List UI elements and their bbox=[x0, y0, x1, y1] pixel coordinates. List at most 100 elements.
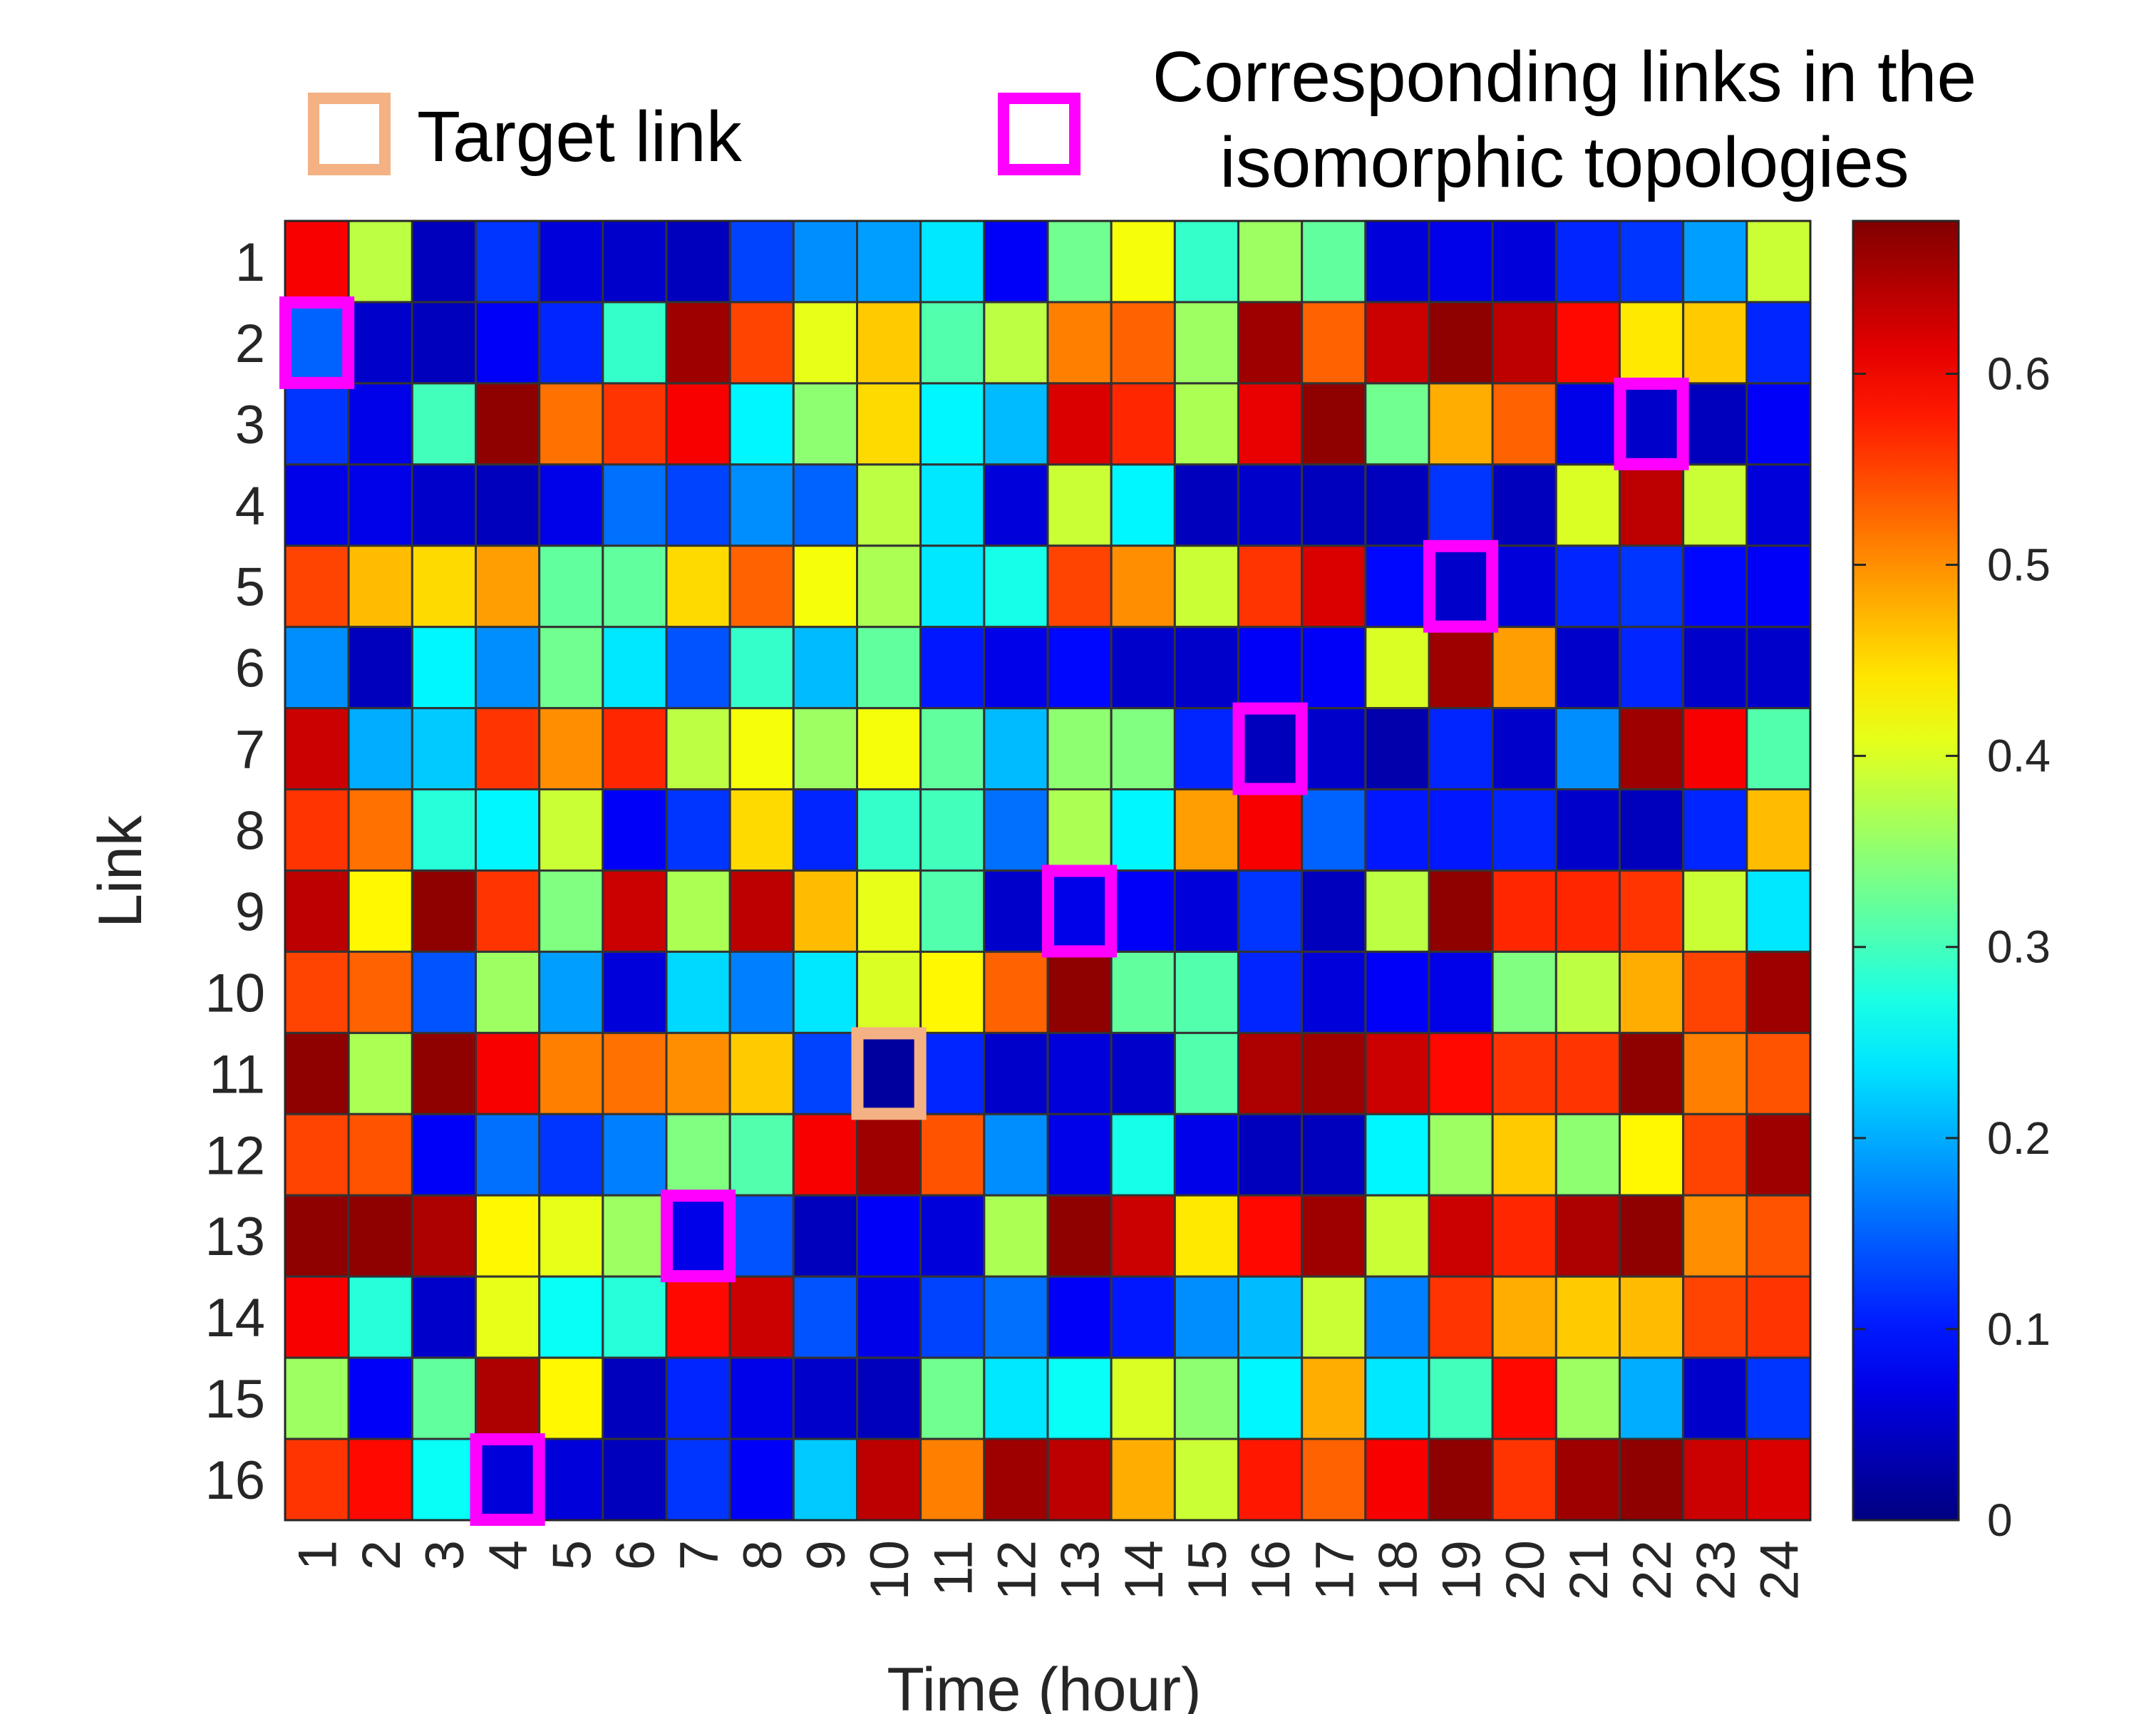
heatmap-cell bbox=[728, 544, 795, 629]
y-tick-label: 5 bbox=[235, 557, 265, 618]
heatmap-cell bbox=[1491, 1437, 1557, 1522]
x-tick-label: 16 bbox=[1241, 1540, 1301, 1601]
heatmap-cell bbox=[1173, 626, 1239, 710]
heatmap-cell bbox=[1110, 463, 1176, 547]
heatmap-cell bbox=[1554, 1031, 1621, 1115]
heatmap-cell bbox=[665, 788, 731, 872]
heatmap-cell bbox=[1491, 544, 1557, 629]
heatmap-cell bbox=[1682, 301, 1748, 385]
heatmap-cell bbox=[1682, 869, 1748, 953]
heatmap-cell bbox=[1110, 301, 1176, 385]
heatmap-cell bbox=[792, 707, 858, 791]
heatmap-cell bbox=[1301, 869, 1367, 953]
heatmap-cell bbox=[1110, 544, 1176, 629]
heatmap-cell bbox=[1554, 1194, 1621, 1278]
heatmap-cell bbox=[538, 463, 604, 547]
heatmap-cell bbox=[1554, 626, 1621, 710]
heatmap-cell bbox=[1745, 1275, 1812, 1359]
heatmap-cell bbox=[856, 869, 922, 953]
heatmap-cell bbox=[602, 1031, 668, 1115]
heatmap-cell bbox=[411, 869, 478, 953]
heatmap-cell bbox=[1364, 626, 1430, 710]
heatmap-cell bbox=[919, 1275, 986, 1359]
heatmap-cell bbox=[347, 626, 413, 710]
x-tick-label: 12 bbox=[986, 1540, 1047, 1601]
y-axis-label: Link bbox=[86, 815, 155, 928]
heatmap-cell bbox=[1364, 1031, 1430, 1115]
heatmap-cell bbox=[919, 626, 986, 710]
heatmap-cell bbox=[284, 869, 350, 953]
heatmap-cell bbox=[1554, 707, 1621, 791]
heatmap-cell bbox=[792, 1437, 858, 1522]
heatmap-cell bbox=[1046, 544, 1113, 629]
heatmap-cell bbox=[1554, 1437, 1621, 1522]
heatmap-cell bbox=[1173, 544, 1239, 629]
heatmap-cell bbox=[728, 220, 795, 304]
heatmap-cell bbox=[1682, 463, 1748, 547]
heatmap-cell bbox=[411, 1112, 478, 1197]
corresponding-link-marker bbox=[1042, 864, 1118, 958]
heatmap-cell bbox=[856, 1031, 922, 1115]
heatmap-cell bbox=[919, 382, 986, 466]
y-tick-label: 13 bbox=[205, 1207, 265, 1267]
heatmap-cell bbox=[1046, 220, 1113, 304]
heatmap-cell bbox=[1491, 626, 1557, 710]
heatmap-cell bbox=[1301, 1275, 1367, 1359]
heatmap-cell bbox=[1173, 1194, 1239, 1278]
heatmap-cell bbox=[1554, 463, 1621, 547]
heatmap-cell bbox=[1301, 1194, 1367, 1278]
heatmap-cell bbox=[665, 1275, 731, 1359]
heatmap-cell bbox=[1046, 301, 1113, 385]
heatmap-cell bbox=[1619, 1031, 1685, 1115]
heatmap-cell bbox=[475, 626, 541, 710]
heatmap-cell bbox=[475, 544, 541, 629]
heatmap-cell bbox=[475, 1275, 541, 1359]
y-tick-label: 9 bbox=[235, 882, 265, 942]
heatmap-cell bbox=[284, 626, 350, 710]
heatmap-cell bbox=[347, 544, 413, 629]
heatmap-cell bbox=[728, 382, 795, 466]
heatmap-cell bbox=[1619, 788, 1685, 872]
heatmap-cell bbox=[1682, 1031, 1748, 1115]
heatmap-cell bbox=[728, 626, 795, 710]
y-tick-label: 11 bbox=[209, 1044, 265, 1105]
plot-border bbox=[284, 220, 1812, 1522]
heatmap-cell bbox=[475, 788, 541, 872]
heatmap-cell bbox=[856, 382, 922, 466]
heatmap-cell bbox=[1428, 1356, 1494, 1440]
heatmap-cell bbox=[856, 1437, 922, 1522]
x-tick-label: 7 bbox=[669, 1540, 730, 1570]
heatmap-cell bbox=[1682, 707, 1748, 791]
heatmap-cell bbox=[1364, 382, 1430, 466]
heatmap-cell bbox=[411, 707, 478, 791]
heatmap-cell bbox=[728, 788, 795, 872]
heatmap-cell bbox=[1173, 950, 1239, 1034]
heatmap-cell bbox=[602, 220, 668, 304]
heatmap-cell bbox=[856, 1275, 922, 1359]
heatmap-highlights bbox=[279, 296, 1689, 1527]
colorbar-tick-label: 0 bbox=[1987, 1494, 2013, 1546]
heatmap-cell bbox=[919, 1437, 986, 1522]
heatmap-cell bbox=[665, 950, 731, 1034]
heatmap-cell bbox=[538, 869, 604, 953]
heatmap-cell bbox=[1046, 1275, 1113, 1359]
heatmap-cell bbox=[792, 626, 858, 710]
heatmap-cell bbox=[1364, 220, 1430, 304]
heatmap-cell bbox=[347, 950, 413, 1034]
heatmap-cell bbox=[919, 220, 986, 304]
heatmap-cell bbox=[792, 1112, 858, 1197]
y-tick-label: 3 bbox=[235, 395, 265, 455]
heatmap-cell bbox=[856, 626, 922, 710]
heatmap-cell bbox=[1364, 1194, 1430, 1278]
heatmap-cell bbox=[1745, 301, 1812, 385]
heatmap-cell bbox=[983, 1194, 1049, 1278]
heatmap-cell bbox=[347, 301, 413, 385]
heatmap-cell bbox=[856, 1356, 922, 1440]
heatmap-cell bbox=[1554, 1112, 1621, 1197]
heatmap-cell bbox=[665, 1356, 731, 1440]
heatmap-cell bbox=[602, 1112, 668, 1197]
heatmap-cell bbox=[1428, 788, 1494, 872]
heatmap-cell bbox=[1237, 626, 1304, 710]
heatmap-cell bbox=[284, 950, 350, 1034]
heatmap-cell bbox=[475, 1437, 541, 1522]
